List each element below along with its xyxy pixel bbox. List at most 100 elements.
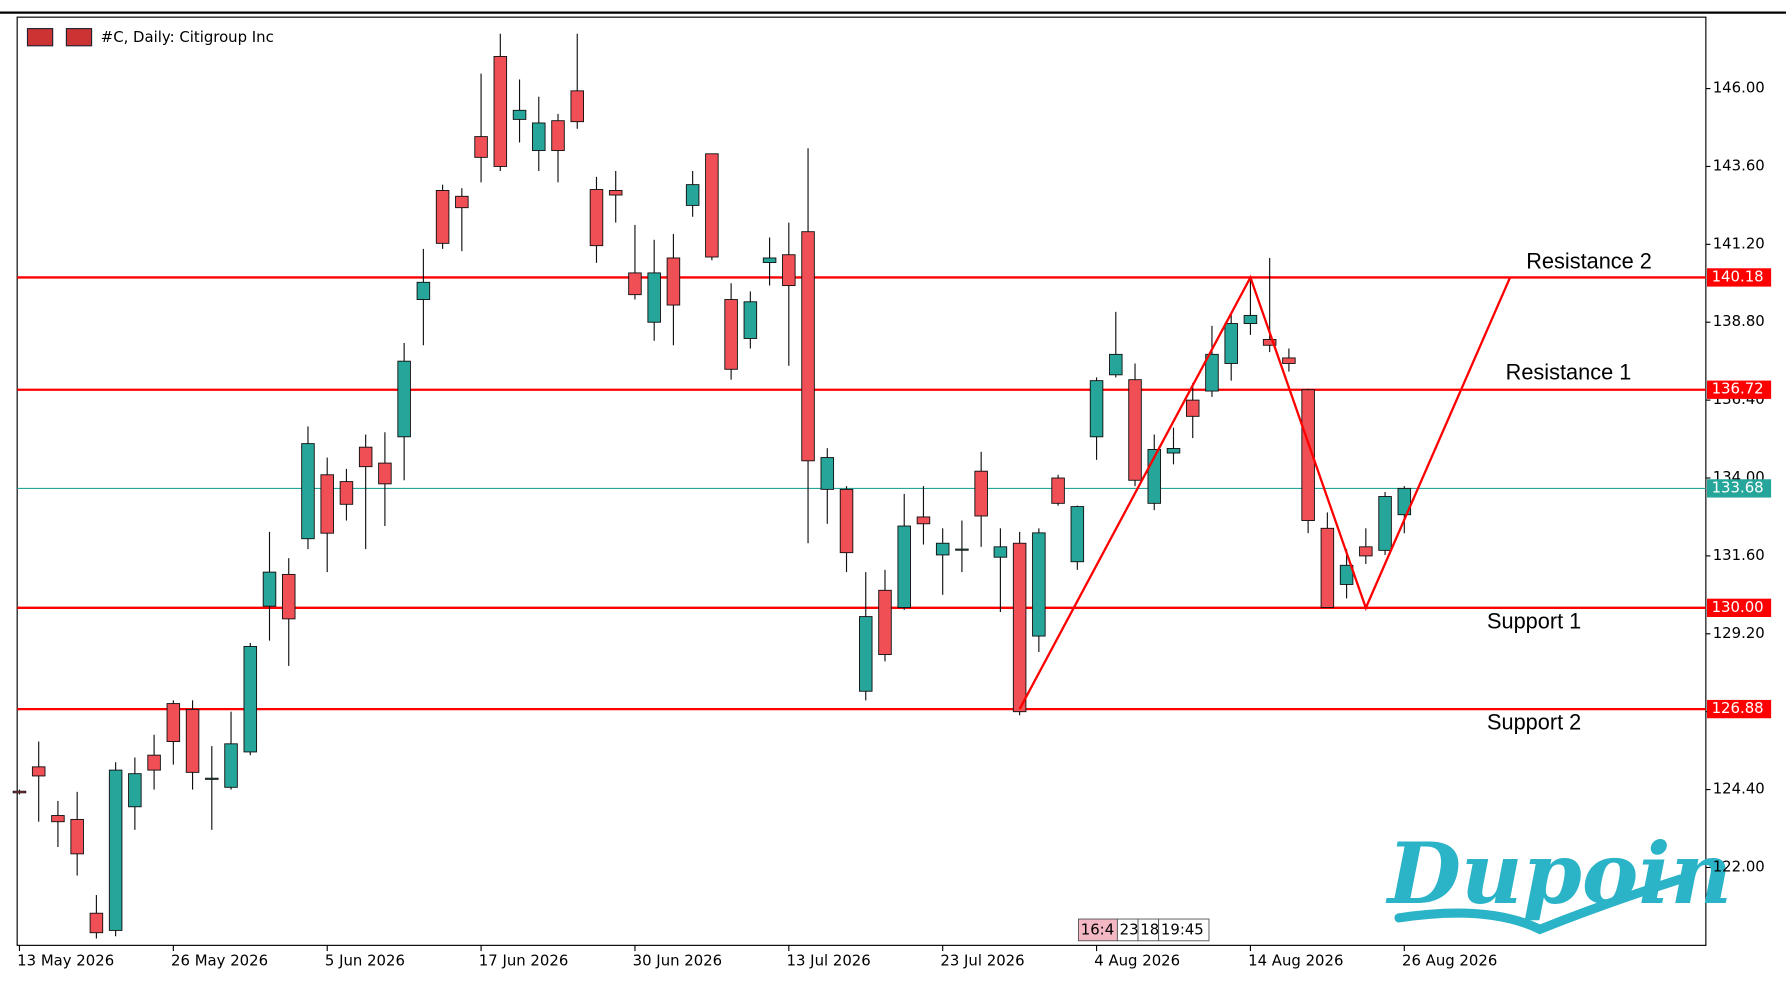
candle-body <box>858 616 873 692</box>
candle-body <box>12 790 27 794</box>
candle-body <box>474 136 488 158</box>
candle-body <box>1205 353 1219 392</box>
x-tick-label: 13 Jul 2026 <box>787 951 871 969</box>
logo-swoosh <box>1394 874 1686 935</box>
x-tick-label: 17 Jun 2026 <box>479 951 568 969</box>
candle-body <box>628 272 642 296</box>
candle-body <box>570 90 584 123</box>
candle-body <box>705 153 719 258</box>
level-tag-label: 126.88 <box>1712 699 1764 717</box>
candle-body <box>1301 389 1315 521</box>
candle-body <box>743 301 758 339</box>
candle-body <box>839 488 854 554</box>
y-tick-label: 122.00 <box>1713 857 1765 875</box>
level-tag <box>1707 380 1772 399</box>
candle-body <box>1359 546 1373 557</box>
candle-body <box>1320 527 1335 608</box>
y-tick-label: 131.60 <box>1713 546 1765 564</box>
level-name: Resistance 2 <box>1526 248 1652 273</box>
candle-body <box>1032 532 1046 637</box>
x-tick-label: 26 May 2026 <box>171 951 268 969</box>
candle-body <box>1262 338 1277 346</box>
level-tag-label: 136.72 <box>1712 380 1764 398</box>
x-tick-label: 14 Aug 2026 <box>1248 951 1343 969</box>
candle-body <box>1051 477 1065 504</box>
candle-body <box>1397 487 1412 516</box>
x-tick-label: 23 Jul 2026 <box>940 951 1024 969</box>
candle-body <box>1243 314 1258 324</box>
time-tag-label: 23 <box>1120 920 1139 938</box>
candle-body <box>762 257 777 263</box>
level-name: Support 2 <box>1487 710 1581 735</box>
candle-body <box>281 573 296 620</box>
candle-body <box>1089 380 1104 438</box>
candle-body <box>416 281 431 300</box>
candle-body <box>820 457 835 490</box>
candle-body <box>897 525 911 608</box>
level-tag-label: 140.18 <box>1712 267 1764 285</box>
candle-body <box>589 189 604 247</box>
candle-body <box>782 254 796 287</box>
candle-body <box>724 299 738 370</box>
candle-body <box>262 571 277 607</box>
candle-body <box>1128 379 1142 481</box>
x-tick-label: 5 Jun 2026 <box>325 951 405 969</box>
candle-body <box>31 766 46 777</box>
candle-body <box>397 360 411 438</box>
candle-body <box>435 190 450 244</box>
candle-body <box>1339 564 1354 585</box>
candle-body <box>878 589 892 656</box>
x-tick-label: 26 Aug 2026 <box>1402 951 1497 969</box>
y-tick-label: 141.20 <box>1713 234 1765 252</box>
candle-body <box>1282 357 1296 364</box>
candle-body <box>1224 323 1238 364</box>
candle-body <box>666 257 681 306</box>
candle-body <box>532 122 546 152</box>
candle-body <box>301 443 315 540</box>
level-tag <box>1707 598 1772 617</box>
candle-body <box>1185 399 1200 417</box>
candle-body <box>89 912 104 934</box>
logo: Dupoin <box>1386 823 1733 923</box>
chart-title: #C, Daily: Citigroup Inc <box>101 28 274 46</box>
candle-body <box>935 542 950 556</box>
candle-body <box>493 55 508 167</box>
level-tag <box>1707 268 1772 287</box>
y-tick-label: 146.00 <box>1713 79 1765 97</box>
candle-body <box>243 645 258 753</box>
x-tick-label: 13 May 2026 <box>17 951 114 969</box>
candle-body <box>993 546 1008 558</box>
toolbar-icons <box>26 28 93 47</box>
candle-body <box>51 815 65 823</box>
candle-body <box>205 777 219 780</box>
x-tick-label: 30 Jun 2026 <box>633 951 722 969</box>
time-tag-label: 18 <box>1140 920 1159 938</box>
candle-body <box>166 703 181 742</box>
candle-body <box>339 481 354 505</box>
candle-body <box>320 474 334 534</box>
y-tick-label: 124.40 <box>1713 780 1765 798</box>
candle-body <box>70 818 84 855</box>
icon <box>26 28 54 47</box>
time-tag-label: 16:4 <box>1081 920 1114 938</box>
pattern-line <box>1018 274 1512 710</box>
level-name: Support 1 <box>1487 608 1581 633</box>
y-tick-label: 143.60 <box>1713 156 1765 174</box>
current-price-label: 133.68 <box>1712 478 1764 496</box>
candle-body <box>801 231 815 462</box>
candle-body <box>974 470 988 517</box>
candle-body <box>1012 542 1027 713</box>
candle-body <box>955 548 969 551</box>
candle-body <box>1166 448 1181 454</box>
level-name: Resistance 1 <box>1506 359 1632 384</box>
icon <box>65 28 93 47</box>
y-tick-label: 129.20 <box>1713 624 1765 642</box>
candle-body <box>512 109 527 120</box>
current-price-tag <box>1707 479 1772 498</box>
level-tag-label: 130.00 <box>1712 598 1764 616</box>
level-tag <box>1707 699 1772 719</box>
candle-body <box>608 190 623 196</box>
candle-body <box>1378 496 1392 551</box>
y-tick-label: 138.80 <box>1713 312 1765 330</box>
